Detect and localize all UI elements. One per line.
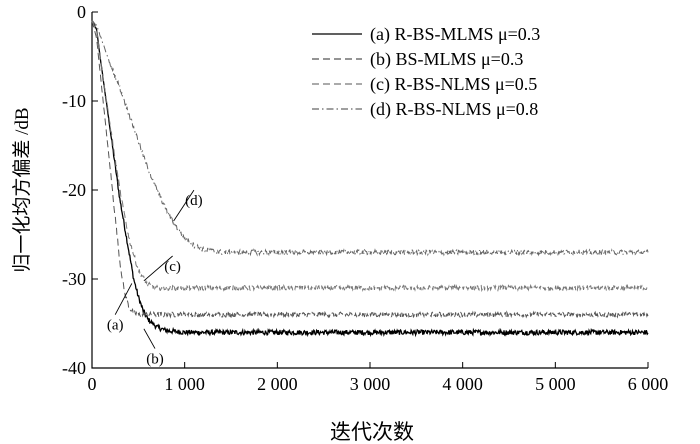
y-axis-label: 归一化均方偏差 /dB <box>11 107 33 272</box>
legend-label: (c) R-BS-NLMS μ=0.5 <box>370 74 537 95</box>
legend-label: (d) R-BS-NLMS μ=0.8 <box>370 99 538 120</box>
x-tick-label: 2 000 <box>257 374 298 394</box>
series-b-line <box>91 20 649 319</box>
series-layer <box>91 20 649 338</box>
annotation-leader <box>143 328 156 349</box>
plot-axes: 0 1 000 2 000 3 000 4 000 5 000 6 000 0 -10 -20 -3… <box>62 2 668 394</box>
series-c-line <box>91 21 649 293</box>
y-tick-label: 0 <box>77 2 86 22</box>
annotation-label: (a) <box>107 318 124 334</box>
y-tick-label: -10 <box>62 91 86 111</box>
y-tick-label: -30 <box>62 269 86 289</box>
annotation-leader <box>114 283 133 315</box>
x-tick-label: 1 000 <box>164 374 205 394</box>
x-tick-label: 6 000 <box>628 374 669 394</box>
legend-label: (a) R-BS-MLMS μ=0.3 <box>370 24 540 45</box>
annotation-layer: (a) (b) (c) (d) <box>107 189 203 368</box>
annotation-label: (b) <box>146 352 164 368</box>
y-tick-label: -20 <box>62 180 86 200</box>
x-tick-label: 4 000 <box>442 374 483 394</box>
annotation-leader <box>143 255 173 282</box>
x-tick-label: 0 <box>88 374 97 394</box>
x-tick-label: 5 000 <box>535 374 576 394</box>
annotation-label: (d) <box>185 193 203 209</box>
x-tick-label: 3 000 <box>350 374 391 394</box>
x-axis-label: 迭代次数 <box>330 420 414 444</box>
legend: (a) R-BS-MLMS μ=0.3 (b) BS-MLMS μ=0.3 (c) … <box>312 24 540 120</box>
legend-label: (b) BS-MLMS μ=0.3 <box>370 49 523 70</box>
annotation-leader <box>173 189 195 222</box>
series-a-line <box>91 20 649 338</box>
annotation-label: (c) <box>164 259 181 275</box>
y-tick-label: -40 <box>62 358 86 378</box>
series-d-line <box>91 20 649 257</box>
